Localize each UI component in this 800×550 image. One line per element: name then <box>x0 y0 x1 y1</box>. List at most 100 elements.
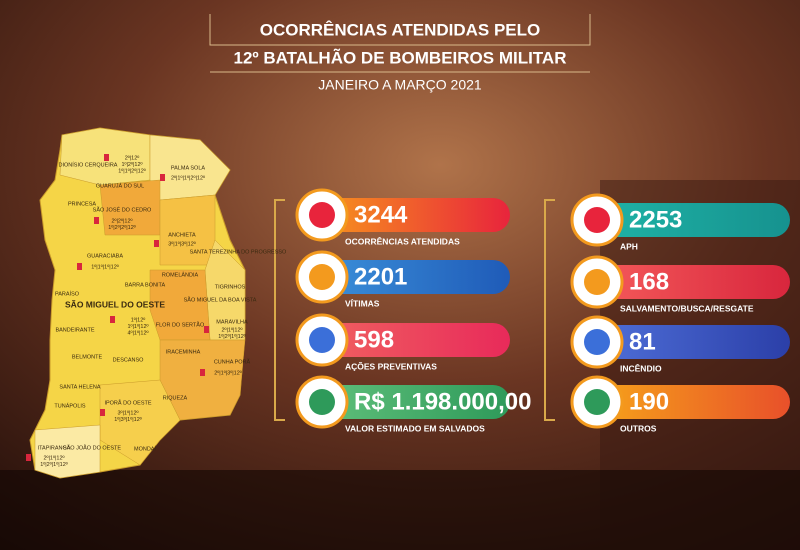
region-code: 3º|1º|3º|12º <box>168 240 196 247</box>
stat-value: 3244 <box>354 201 408 228</box>
stat-icon <box>584 269 610 295</box>
stat-card: 598 AÇÕES PREVENTIVAS <box>295 313 510 371</box>
stat-value: R$ 1.198.000,00 <box>354 388 531 415</box>
stat-pill <box>597 203 790 237</box>
region-name: RIQUEZA <box>163 395 188 401</box>
region-name: SÃO MIGUEL DA BOA VISTA <box>184 296 257 303</box>
region-code: 1º|2º|12º <box>121 161 142 168</box>
station-icon <box>154 240 159 247</box>
region-code: 1º|3º|1º|12º <box>114 416 142 423</box>
region-name: SÃO JOÃO DO OESTE <box>63 444 121 451</box>
stat-card: 2253 APH <box>570 193 790 251</box>
region-name: SANTA HELENA <box>59 384 100 390</box>
stat-label: AÇÕES PREVENTIVAS <box>345 361 437 371</box>
stat-card: 81 INCÊNDIO <box>570 315 790 373</box>
station-icon <box>200 369 205 376</box>
stat-pill <box>597 325 790 359</box>
region-name: ANCHIETA <box>168 232 196 238</box>
stat-label: OCORRÊNCIAS ATENDIDAS <box>345 235 460 246</box>
stat-label: VÍTIMAS <box>345 298 380 308</box>
map <box>29 127 246 479</box>
stat-icon <box>584 389 610 415</box>
stat-label: VALOR ESTIMADO EM SALVADOS <box>345 423 485 433</box>
region-code: 1º|1º|12º <box>127 323 148 330</box>
region-name: DIONÍSIO CERQUEIRA <box>59 161 118 168</box>
region-code: 2º|1º|1º|2º|12º <box>171 174 205 181</box>
region-code: 2º|1º|12º <box>221 326 242 333</box>
stat-card: 168 SALVAMENTO/BUSCA/RESGATE <box>570 255 790 313</box>
region-name: TIGRINHOS <box>215 284 246 290</box>
region-code: 4º|1º|12º <box>127 329 148 336</box>
bracket <box>544 199 555 421</box>
title: OCORRÊNCIAS ATENDIDAS PELO <box>260 20 541 39</box>
region-name: GUARACIABA <box>87 253 123 259</box>
station-icon <box>110 316 115 323</box>
station-icon <box>94 217 99 224</box>
title-frame <box>209 14 591 46</box>
station-icon <box>100 409 105 416</box>
region-name: SÃO MIGUEL DO OESTE <box>65 299 165 309</box>
stat-pill <box>597 265 790 299</box>
region-name: SÃO JOSÉ DO CEDRO <box>93 206 152 213</box>
stat-value: 168 <box>629 268 669 295</box>
region-name: PARAÍSO <box>55 290 80 297</box>
region-name: PALMA SOLA <box>171 165 205 171</box>
region-name: GUARUJÁ DO SUL <box>96 182 144 189</box>
region-name: TUNÁPOLIS <box>54 402 86 409</box>
stat-card: 2201 VÍTIMAS <box>295 250 510 308</box>
region-name: MONDAÍ <box>134 445 156 452</box>
stat-label: INCÊNDIO <box>620 362 662 373</box>
stat-pill <box>322 323 510 357</box>
title: 12º BATALHÃO DE BOMBEIROS MILITAR <box>234 47 567 67</box>
stat-pill <box>322 260 510 294</box>
region-code: 2º|12º <box>125 154 140 161</box>
region-name: BANDEIRANTE <box>55 327 94 333</box>
title-box <box>209 14 591 73</box>
map-area <box>34 424 101 479</box>
region-name: SANTA TEREZINHA DO PROGRESSO <box>190 249 287 255</box>
stat-icon <box>309 202 335 228</box>
station-icon <box>26 454 31 461</box>
stat-icon <box>309 327 335 353</box>
region-code: 2º|1º|12º <box>43 454 64 461</box>
region-name: BARRA BONITA <box>125 282 166 288</box>
stat-value: 190 <box>629 388 669 415</box>
station-icon <box>104 154 109 161</box>
subtitle: JANEIRO A MARÇO 2021 <box>318 77 482 93</box>
region-name: ROMELÂNDIA <box>162 271 199 278</box>
region-name: MARAVILHA <box>216 319 248 325</box>
station-icon <box>204 326 209 333</box>
region-name: DESCANSO <box>113 357 145 363</box>
region-code: 2º|1º|3º|12º <box>214 369 242 376</box>
region-name: IRACEMINHA <box>166 349 201 355</box>
region-name: ITAPIRANGA <box>38 445 71 451</box>
stat-icon <box>309 389 335 415</box>
region-name: IPORÃ DO OESTE <box>104 399 151 406</box>
region-code: 2º|2º|12º <box>111 217 132 224</box>
region-code: 3º|1º|12º <box>117 409 138 416</box>
stat-value: 598 <box>354 326 394 353</box>
region-code: 1º|2º|1º|12º <box>218 333 246 340</box>
station-icon <box>160 174 165 181</box>
region-name: BELMONTE <box>72 354 103 360</box>
stat-icon <box>584 207 610 233</box>
station-icon <box>77 263 82 270</box>
stat-value: 81 <box>629 328 656 355</box>
stat-icon <box>309 264 335 290</box>
stat-card: 190 OUTROS <box>570 375 790 433</box>
background-floor <box>0 470 800 550</box>
map-labels: DIONÍSIO CERQUEIRA 2º|12º1º|2º|12º1º|1º|2… <box>26 154 287 468</box>
region-name: CUNHA PORÃ <box>214 358 251 365</box>
stat-pill <box>322 385 510 419</box>
region-code: 1º|1º|1º|12º <box>91 263 119 270</box>
stat-card: 3244 OCORRÊNCIAS ATENDIDAS <box>295 188 510 246</box>
stat-label: SALVAMENTO/BUSCA/RESGATE <box>620 303 754 313</box>
region-name: PRINCESA <box>68 201 96 207</box>
stat-value: 2201 <box>354 263 407 290</box>
stat-card: R$ 1.198.000,00 VALOR ESTIMADO EM SALVADO… <box>295 375 531 433</box>
region-code: 1º|12º <box>131 316 146 323</box>
brackets <box>274 199 555 421</box>
bracket <box>274 199 285 421</box>
